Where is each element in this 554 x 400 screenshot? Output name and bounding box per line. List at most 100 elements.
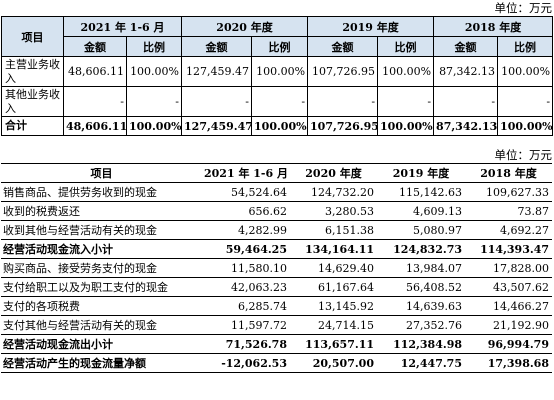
- table-row: 支付的各项税费 6,285.74 13,145.92 14,639.63 14,466.…: [1, 296, 552, 316]
- table-row: 支付给职工以及为职工支付的现金 42,063.23 61,167.64 56,408.…: [1, 277, 552, 297]
- cell: 127,459.47: [181, 116, 253, 136]
- header-period: 2020 年度: [290, 163, 377, 183]
- cell: 71,526.78: [202, 334, 290, 354]
- cell: 100.00%: [251, 56, 309, 87]
- header-period: 2021 年 1-6 月: [62, 16, 183, 37]
- cell: 656.62: [202, 201, 290, 221]
- unit-label-1: 单位：万元: [494, 1, 553, 15]
- row-label: 收到其他与经营活动有关的现金: [1, 220, 202, 240]
- cell: 56,408.52: [377, 277, 465, 297]
- cell: -: [251, 86, 309, 117]
- table-row: 销售商品、提供劳务收到的现金 54,524.64 124,732.20 115,142…: [1, 182, 552, 202]
- table-row: 收到其他与经营活动有关的现金 4,282.99 6,151.38 5,080.97 4,…: [1, 220, 552, 240]
- cell: 11,580.10: [202, 258, 290, 278]
- row-label: 销售商品、提供劳务收到的现金: [1, 182, 202, 202]
- header-period: 2020 年度: [181, 16, 309, 37]
- cell: -: [497, 86, 554, 117]
- cell: 107,726.95: [307, 116, 379, 136]
- header-ratio: 比例: [497, 36, 554, 57]
- row-label: 主营业务收入: [1, 56, 64, 87]
- cell: 100.00%: [377, 116, 435, 136]
- cell: 61,167.64: [290, 277, 377, 297]
- table-row: 主营业务收入 48,606.11 100.00% 127,459.47 100.…: [1, 56, 554, 87]
- table-row-total: 合计 48,606.11 100.00% 127,459.47 100.00% …: [1, 116, 554, 136]
- header-period: 2019 年度: [307, 16, 435, 37]
- cell: 5,080.97: [377, 220, 465, 240]
- cell: 115,142.63: [377, 182, 465, 202]
- header-period: 2019 年度: [377, 163, 465, 183]
- header-ratio: 比例: [125, 36, 183, 57]
- cell: 127,459.47: [181, 56, 253, 87]
- cell: 27,352.76: [377, 315, 465, 335]
- header-amount: 金额: [181, 36, 253, 57]
- header-amount: 金额: [433, 36, 499, 57]
- cell: -: [181, 86, 253, 117]
- row-label: 经营活动现金流入小计: [1, 239, 202, 259]
- table-row: 其他业务收入 - - - - - - - -: [1, 86, 554, 117]
- cell: 87,342.13: [433, 56, 499, 87]
- header-amount: 金额: [307, 36, 379, 57]
- cell: 107,726.95: [307, 56, 379, 87]
- cell: 43,507.62: [465, 277, 552, 297]
- cell: 12,447.75: [377, 353, 465, 373]
- row-label: 支付其他与经营活动有关的现金: [1, 315, 202, 335]
- cell: -: [433, 86, 499, 117]
- row-label: 收到的税费返还: [1, 201, 202, 221]
- cell: 114,393.47: [465, 239, 552, 259]
- table-row: 支付其他与经营活动有关的现金 11,597.72 24,714.15 27,352.7…: [1, 315, 552, 335]
- row-label: 其他业务收入: [1, 86, 64, 117]
- table-row: 收到的税费返还 656.62 3,280.53 4,609.13 73.87: [1, 201, 552, 221]
- table-row: 购买商品、接受劳务支付的现金 11,580.10 14,629.40 13,984.0…: [1, 258, 552, 278]
- cell: 87,342.13: [433, 116, 499, 136]
- table-header-row: 项目 2021 年 1-6 月 2020 年度 2019 年度 2018 年度: [1, 163, 552, 183]
- header-amount: 金额: [63, 36, 127, 57]
- table-row: 经营活动现金流出小计 71,526.78 113,657.11 112,384.98 9…: [1, 334, 552, 354]
- cell: 112,384.98: [377, 334, 465, 354]
- header-period: 2021 年 1-6 月: [202, 163, 290, 183]
- cell: -: [307, 86, 379, 117]
- revenue-table: 项目 2021 年 1-6 月 2020 年度 2019 年度 2018 年度 …: [1, 16, 554, 136]
- header-ratio: 比例: [251, 36, 309, 57]
- cell: 6,151.38: [290, 220, 377, 240]
- cell: 13,145.92: [290, 296, 377, 316]
- cell: 17,828.00: [465, 258, 552, 278]
- cell: 100.00%: [125, 116, 183, 136]
- cell: 14,639.63: [377, 296, 465, 316]
- cashflow-table: 项目 2021 年 1-6 月 2020 年度 2019 年度 2018 年度 …: [1, 163, 552, 373]
- table-row: 经营活动产生的现金流量净额 -12,062.53 20,507.00 12,447.7…: [1, 353, 552, 373]
- cell: 96,994.79: [465, 334, 552, 354]
- cell: -: [377, 86, 435, 117]
- unit-label-2: 单位：万元: [494, 148, 553, 162]
- row-label: 合计: [1, 116, 64, 136]
- cell: 4,609.13: [377, 201, 465, 221]
- cell: 100.00%: [251, 116, 309, 136]
- row-label: 经营活动产生的现金流量净额: [1, 353, 202, 373]
- cell: 17,398.68: [465, 353, 552, 373]
- cell: 124,832.73: [377, 239, 465, 259]
- cell: 24,714.15: [290, 315, 377, 335]
- cell: 100.00%: [497, 56, 554, 87]
- row-label: 购买商品、接受劳务支付的现金: [1, 258, 202, 278]
- header-item: 项目: [1, 16, 64, 57]
- table-row: 经营活动现金流入小计 59,464.25 134,164.11 124,832.73 1…: [1, 239, 552, 259]
- cell: -: [63, 86, 127, 117]
- cell: 100.00%: [497, 116, 554, 136]
- cell: -12,062.53: [202, 353, 290, 373]
- cell: -: [125, 86, 183, 117]
- cell: 100.00%: [125, 56, 183, 87]
- cell: 6,285.74: [202, 296, 290, 316]
- cell: 100.00%: [377, 56, 435, 87]
- cell: 59,464.25: [202, 239, 290, 259]
- cell: 21,192.90: [465, 315, 552, 335]
- cell: 13,984.07: [377, 258, 465, 278]
- cell: 11,597.72: [202, 315, 290, 335]
- cell: 14,629.40: [290, 258, 377, 278]
- cell: 48,606.11: [63, 56, 127, 87]
- row-label: 支付给职工以及为职工支付的现金: [1, 277, 202, 297]
- header-period: 2018 年度: [465, 163, 552, 183]
- cell: 124,732.20: [290, 182, 377, 202]
- cell: 73.87: [465, 201, 552, 221]
- row-label: 经营活动现金流出小计: [1, 334, 202, 354]
- cell: 3,280.53: [290, 201, 377, 221]
- cell: 134,164.11: [290, 239, 377, 259]
